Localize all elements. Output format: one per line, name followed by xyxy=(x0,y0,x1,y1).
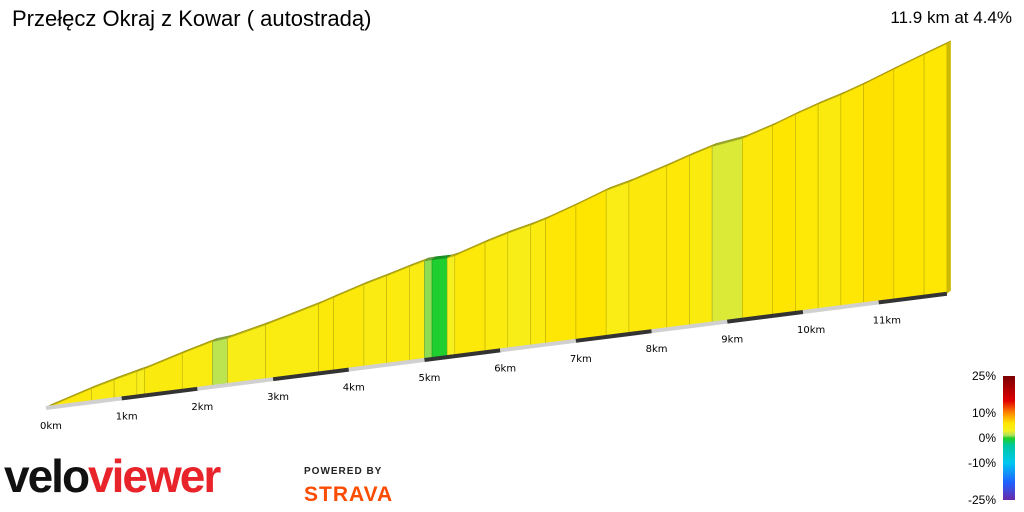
x-tick-label: 11km xyxy=(873,315,901,326)
gradient-color-scale: 25% 10% 0% -10% -25% xyxy=(968,369,1015,507)
profile-segment xyxy=(181,341,213,392)
powered-by-label: POWERED BY xyxy=(304,466,382,477)
axis-km-band xyxy=(727,310,804,324)
x-tick-label: 0km xyxy=(40,421,62,432)
profile-segment xyxy=(424,259,433,361)
x-tick-label: 8km xyxy=(646,344,668,355)
color-scale-label: 10% xyxy=(972,406,996,420)
profile-segment xyxy=(817,94,842,311)
profile-segment xyxy=(318,297,334,374)
x-tick-label: 9km xyxy=(721,335,743,346)
profile-segment xyxy=(605,181,630,338)
profile-segment xyxy=(227,324,266,386)
axis-km-band xyxy=(197,377,274,391)
x-tick-label: 3km xyxy=(267,392,289,403)
profile-segment xyxy=(893,54,925,301)
logo-viewer: viewer xyxy=(88,450,221,502)
x-tick-label: 1km xyxy=(116,411,138,422)
axis-km-band xyxy=(499,338,577,353)
x-tick-label: 7km xyxy=(570,354,592,365)
profile-segment xyxy=(863,68,895,305)
axis-km-band xyxy=(878,291,948,305)
profile-segment xyxy=(409,260,425,363)
color-scale-label: 0% xyxy=(979,431,997,445)
color-scale-label: -25% xyxy=(968,493,996,507)
profile-segment xyxy=(628,165,668,335)
axis-km-band xyxy=(651,319,728,334)
x-tick-label: 4km xyxy=(343,383,365,394)
profile-segment xyxy=(530,218,546,347)
axis-km-band xyxy=(348,358,425,372)
profile-segment xyxy=(666,155,690,330)
axis-km-band xyxy=(424,348,501,362)
x-tick-label: 5km xyxy=(419,373,441,384)
profile-segment xyxy=(212,337,228,388)
axis-km-band xyxy=(272,367,350,382)
x-tick-label: 6km xyxy=(494,363,516,374)
page-title: Przełęcz Okraj z Kowar ( autostradą) xyxy=(12,6,372,31)
profile-segment xyxy=(840,83,864,308)
axis-km-band xyxy=(121,386,198,401)
profile-segment xyxy=(507,224,531,350)
color-scale-bar xyxy=(1003,376,1015,500)
profile-segment xyxy=(386,266,410,366)
svg-text:veloviewer: veloviewer xyxy=(4,450,221,502)
profile-segment xyxy=(136,368,145,397)
profile-segment xyxy=(795,103,819,314)
axis-km-band xyxy=(802,300,879,314)
profile-segment xyxy=(575,189,607,342)
profile-segment xyxy=(265,303,319,381)
strava-logo: STRAVA xyxy=(304,483,393,506)
profile-segment xyxy=(454,241,486,357)
axis-km-band xyxy=(575,329,652,343)
profile-segment xyxy=(363,275,387,369)
profile-segment xyxy=(689,146,713,327)
profile-segment xyxy=(446,255,456,358)
distance-axis: 0km 1km 2km 3km 4km 5km 6km 7km 8km 9km 10km 11km xyxy=(40,291,948,432)
profile-segment xyxy=(772,114,796,317)
profile-segment xyxy=(431,257,448,360)
profile-segment xyxy=(711,138,743,324)
axis-km-band xyxy=(45,396,122,410)
profile-segment xyxy=(333,284,365,372)
logo-velo: velo xyxy=(4,450,89,502)
profile-end-cap xyxy=(946,40,951,294)
profile-segment xyxy=(742,125,774,321)
veloviewer-logo: veloviewer POWERED BY STRAVA xyxy=(4,450,393,506)
x-tick-label: 10km xyxy=(797,325,825,336)
color-scale-label: -10% xyxy=(968,456,996,470)
climb-summary: 11.9 km at 4.4% xyxy=(890,8,1012,27)
profile-segments xyxy=(45,40,951,409)
profile-segment xyxy=(545,204,577,345)
profile-segment xyxy=(484,232,509,353)
x-tick-label: 2km xyxy=(191,402,213,413)
profile-segment xyxy=(923,43,948,297)
color-scale-label: 25% xyxy=(972,369,996,383)
